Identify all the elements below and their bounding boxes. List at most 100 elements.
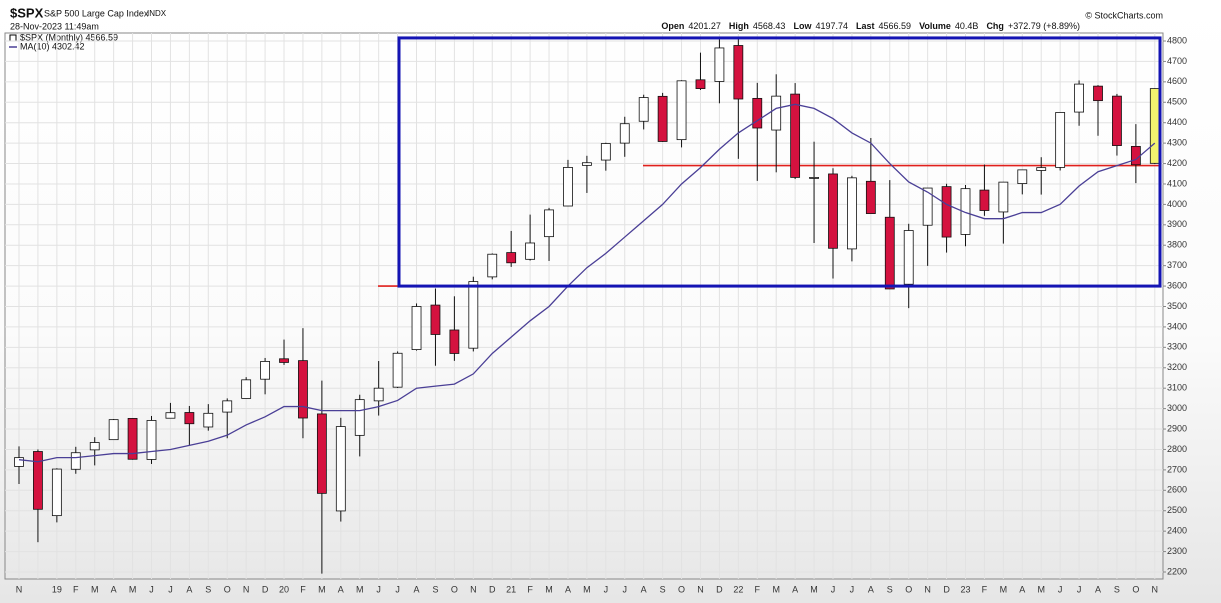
candle-body (127, 418, 138, 460)
x-tick-label: S (887, 584, 893, 594)
x-tick-label: A (338, 584, 344, 594)
x-tick-label: A (868, 584, 874, 594)
index-name: S&P 500 Large Cap Index (44, 8, 149, 18)
x-tick-label: N (16, 584, 23, 594)
candle-body (657, 95, 668, 142)
y-tick-label: 2300 (1167, 546, 1187, 556)
candle-body (695, 79, 706, 89)
candle-body (487, 253, 498, 278)
candle-body (1074, 83, 1084, 113)
x-tick-label: A (565, 584, 571, 594)
x-tick-label: J (604, 584, 609, 594)
x-tick-label: J (1077, 584, 1082, 594)
candle-body (298, 360, 308, 419)
x-tick-label: F (300, 584, 306, 594)
legend-icon (9, 34, 17, 42)
x-tick-label: S (205, 584, 211, 594)
x-tick-label: J (850, 584, 855, 594)
candle-body (108, 419, 119, 441)
candle-body (865, 180, 876, 214)
stat-value: 4566.59 (879, 21, 912, 31)
y-tick-label: 3700 (1167, 260, 1187, 270)
candle-body (506, 252, 517, 264)
candle-body (33, 451, 43, 510)
candle-body (752, 97, 763, 129)
x-tick-label: J (395, 584, 400, 594)
y-tick-label: 3300 (1167, 342, 1187, 352)
candle-body (733, 45, 744, 100)
candle-body (903, 230, 914, 285)
candle-body (14, 457, 24, 467)
candle-body (316, 413, 327, 494)
y-tick-label: 2800 (1167, 444, 1187, 454)
y-tick-label: 2500 (1167, 505, 1187, 515)
candle-body (1093, 85, 1103, 102)
candle-body (1112, 95, 1122, 146)
y-tick-label: 4400 (1167, 117, 1187, 127)
x-tick-label: 20 (279, 584, 289, 594)
candle-body (544, 209, 554, 238)
x-tick-label: N (1152, 584, 1159, 594)
x-tick-label: M (810, 584, 818, 594)
y-tick-label: 4300 (1167, 137, 1187, 147)
range-box (397, 36, 1162, 288)
stat-label: Low (793, 21, 812, 31)
x-tick-label: A (111, 584, 117, 594)
candle-body (70, 452, 81, 470)
x-tick-label: A (792, 584, 798, 594)
candle-body (1130, 145, 1141, 166)
x-tick-label: O (1132, 584, 1139, 594)
x-tick-label: J (168, 584, 173, 594)
stat-label: Chg (986, 21, 1004, 31)
x-tick-label: S (1114, 584, 1120, 594)
candle-body (619, 123, 630, 144)
candle-body (468, 281, 479, 349)
x-tick-label: O (451, 584, 458, 594)
candle-body (373, 387, 384, 402)
x-tick-label: A (641, 584, 647, 594)
candle-body (847, 177, 857, 250)
stats: Open 4201.27 High 4568.43 Low 4197.74 Last 4566… (661, 21, 1080, 31)
y-tick-label: 2700 (1167, 464, 1187, 474)
candle-body (563, 167, 573, 207)
y-tick-label: 4200 (1167, 158, 1187, 168)
candle-body (260, 361, 270, 380)
exchange: INDX (147, 9, 167, 18)
candle-body (582, 162, 592, 166)
candle-body (279, 358, 289, 363)
candle-body (411, 306, 422, 350)
candle-body (165, 412, 176, 419)
candle-body (184, 412, 195, 425)
candle-body (960, 188, 971, 235)
x-tick-label: J (831, 584, 836, 594)
date: 28-Nov-2023 11:49am (10, 21, 99, 31)
x-tick-label: A (186, 584, 192, 594)
y-tick-label: 3500 (1167, 301, 1187, 311)
x-tick-label: N (697, 584, 704, 594)
legend-ma: MA(10) 4302.42 (20, 41, 85, 51)
x-tick-label: F (982, 584, 988, 594)
y-tick-label: 3200 (1167, 362, 1187, 372)
y-tick-label: 3100 (1167, 383, 1187, 393)
x-tick-label: N (470, 584, 477, 594)
x-tick-label: F (755, 584, 761, 594)
x-tick-label: M (1037, 584, 1045, 594)
x-tick-label: S (660, 584, 666, 594)
x-tick-label: F (527, 584, 533, 594)
x-tick-label: J (1058, 584, 1063, 594)
candle-body (1149, 88, 1160, 164)
candle-body (449, 329, 460, 354)
stat-value: 4197.74 (815, 21, 848, 31)
candle-body (714, 47, 725, 82)
x-tick-label: O (224, 584, 231, 594)
candle-body (998, 181, 1009, 213)
x-tick-label: O (905, 584, 912, 594)
x-tick-label: 22 (733, 584, 743, 594)
candle-body (790, 93, 801, 178)
candle-body (1036, 167, 1047, 171)
x-tick-label: 23 (960, 584, 970, 594)
x-tick-label: M (772, 584, 780, 594)
candle-body (884, 216, 895, 290)
